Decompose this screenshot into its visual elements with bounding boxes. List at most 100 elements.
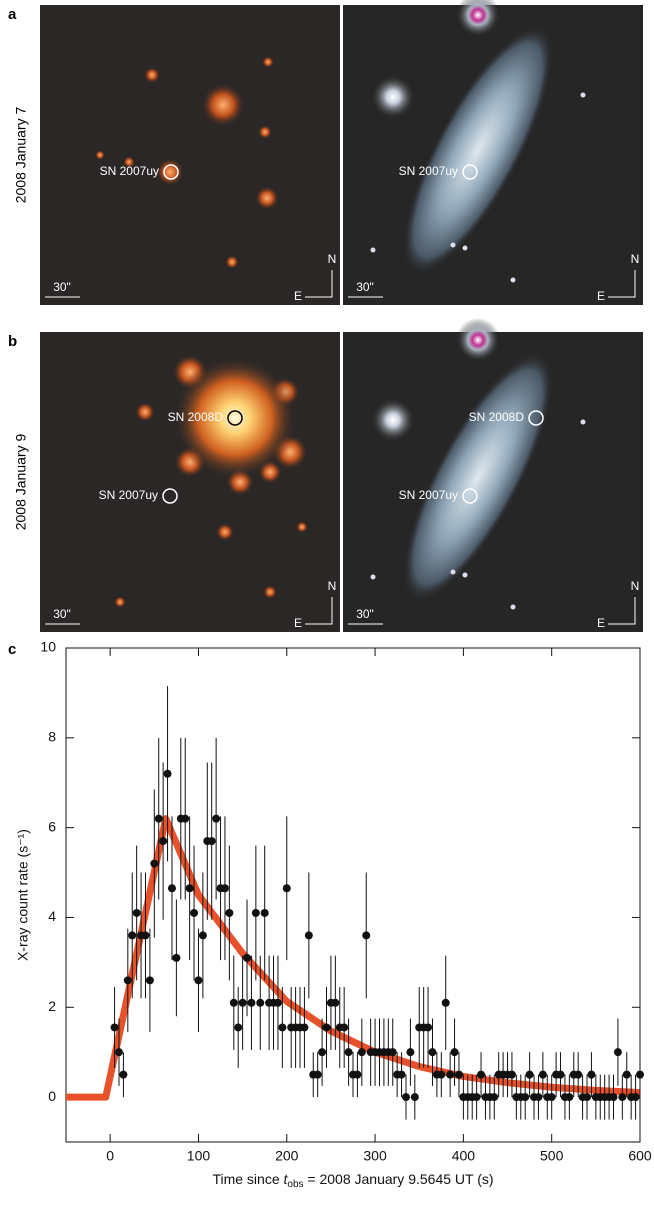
data-point: [230, 999, 238, 1007]
data-point: [358, 1048, 366, 1056]
star: [463, 573, 468, 578]
star: [581, 420, 586, 425]
x-axis-label: Time since tobs = 2008 January 9.5645 UT…: [212, 1171, 493, 1190]
image: SN 2008DSN 2007uy30"NE: [40, 332, 340, 632]
data-point: [155, 815, 163, 823]
data-point: [119, 1071, 127, 1079]
panel-label: c: [8, 641, 16, 658]
image: SN 2007uy30"NE: [343, 0, 643, 305]
data-point: [451, 1048, 459, 1056]
data-point: [437, 1071, 445, 1079]
data-point: [614, 1048, 622, 1056]
compass-n: N: [631, 252, 640, 266]
compass-n: N: [631, 579, 640, 593]
data-point: [111, 1023, 119, 1031]
data-point: [261, 909, 269, 917]
xray-blob: [216, 523, 234, 541]
scale-label: 30": [53, 280, 71, 294]
data-point: [124, 976, 132, 984]
x-axis-label-part: = 2008 January 9.5645 UT (s): [304, 1171, 494, 1187]
data-point: [221, 884, 229, 892]
compass-e: E: [294, 289, 302, 303]
data-point: [455, 1071, 463, 1079]
data-point: [159, 837, 167, 845]
panel-label: a: [8, 6, 17, 23]
data-point: [587, 1071, 595, 1079]
star: [371, 398, 415, 442]
star: [451, 243, 456, 248]
sn-label: SN 2007uy: [399, 488, 458, 502]
data-point: [565, 1093, 573, 1101]
y-tick-label: 10: [40, 639, 56, 655]
data-point: [234, 1023, 242, 1031]
x-tick-label: 100: [187, 1148, 211, 1164]
data-point: [278, 1023, 286, 1031]
y-tick-label: 2: [48, 998, 56, 1014]
data-point: [362, 931, 370, 939]
data-point: [115, 1048, 123, 1056]
data-point: [610, 1093, 618, 1101]
data-point: [636, 1071, 644, 1079]
xray-blob: [263, 585, 277, 599]
compass-e: E: [597, 616, 605, 630]
star: [371, 248, 376, 253]
data-point: [398, 1071, 406, 1079]
xray-blob: [95, 150, 105, 160]
data-point: [534, 1093, 542, 1101]
data-point: [618, 1093, 626, 1101]
data-point: [256, 999, 264, 1007]
y-tick-label: 0: [48, 1088, 56, 1104]
star: [511, 605, 516, 610]
y-tick-label: 4: [48, 908, 56, 924]
figure: a2008 January 7SN 2007uy30"NESN 2007uy30…: [0, 0, 654, 1223]
data-point: [133, 909, 141, 917]
image-background: [40, 5, 340, 305]
data-point: [305, 931, 313, 939]
data-point: [345, 1048, 353, 1056]
data-point: [428, 1048, 436, 1056]
data-point: [406, 1048, 414, 1056]
data-point: [623, 1071, 631, 1079]
data-point: [353, 1071, 361, 1079]
data-point: [318, 1048, 326, 1056]
xray-blob: [258, 125, 272, 139]
data-point: [323, 1023, 331, 1031]
star: [371, 75, 415, 119]
data-point: [283, 884, 291, 892]
xray-blob: [255, 186, 279, 210]
sn-label: SN 2007uy: [100, 164, 159, 178]
data-point: [212, 815, 220, 823]
data-point: [164, 770, 172, 778]
x-tick-label: 300: [363, 1148, 387, 1164]
data-point: [574, 1071, 582, 1079]
data-point: [181, 815, 189, 823]
compass-e: E: [294, 616, 302, 630]
sn-label: SN 2008D: [168, 410, 224, 424]
data-point: [247, 999, 255, 1007]
xray-blob: [114, 596, 126, 608]
y-axis-label: X-ray count rate (s⁻¹): [15, 829, 31, 961]
data-point: [539, 1071, 547, 1079]
compass-e: E: [597, 289, 605, 303]
data-point: [331, 999, 339, 1007]
data-point: [146, 976, 154, 984]
sn-label: SN 2007uy: [399, 164, 458, 178]
star: [581, 93, 586, 98]
panel-label: b: [8, 333, 17, 350]
data-point: [424, 1023, 432, 1031]
data-point: [300, 1023, 308, 1031]
data-point: [186, 884, 194, 892]
panel-date: 2008 January 9: [13, 434, 29, 531]
data-point: [411, 1093, 419, 1101]
xray-blob: [156, 158, 184, 186]
x-tick-label: 400: [452, 1148, 476, 1164]
data-point: [172, 954, 180, 962]
data-point: [274, 999, 282, 1007]
data-point: [225, 909, 233, 917]
sn-label: SN 2008D: [469, 410, 525, 424]
data-point: [477, 1071, 485, 1079]
data-point: [526, 1071, 534, 1079]
data-point: [141, 931, 149, 939]
